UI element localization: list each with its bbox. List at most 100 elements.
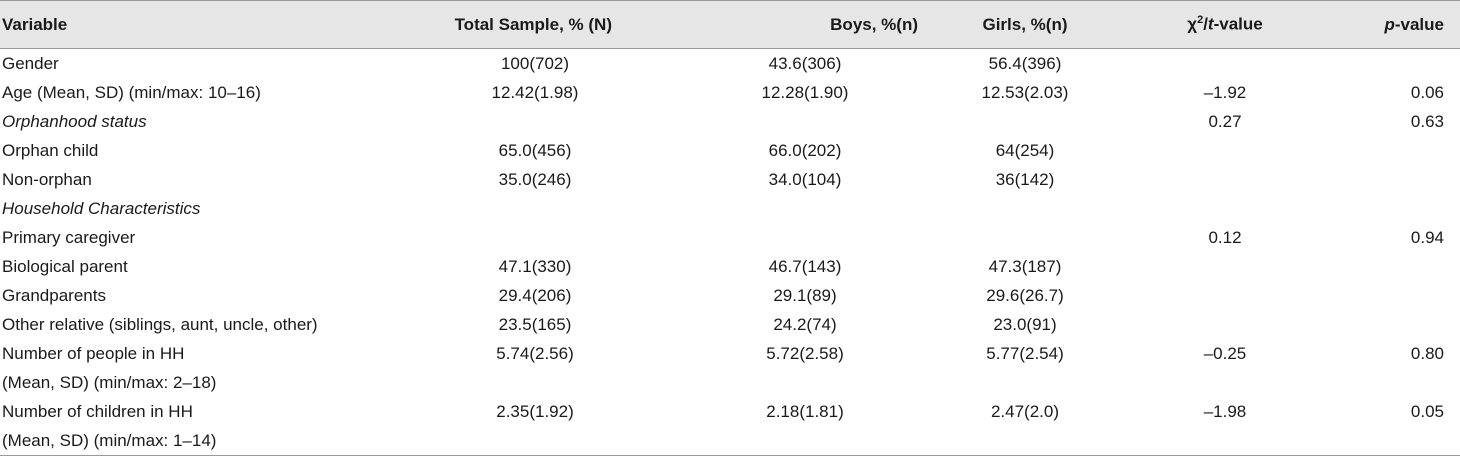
cell-girls [940, 107, 1110, 136]
row-label: Other relative (siblings, aunt, uncle, o… [2, 315, 318, 334]
header-p-value: p-value [1300, 0, 1460, 49]
cell-p [1300, 49, 1460, 79]
chi-slash: / [1203, 14, 1208, 34]
cell-girls [940, 194, 1110, 223]
header-chi-t-value: χ2/t-value [1110, 0, 1300, 49]
cell-boys [670, 107, 940, 136]
cell-total [400, 194, 670, 223]
header-total-sample: Total Sample, % (N) [400, 0, 670, 49]
cell-p [1300, 281, 1460, 310]
cell-chi: –1.92 [1203, 83, 1247, 102]
table-row: Number of people in HH (Mean, SD) (min/ma… [0, 339, 1460, 397]
row-label: Age (Mean, SD) (min/max: 10–16) [2, 83, 261, 102]
cell-chi [1110, 310, 1300, 339]
cell-boys: 12.28(1.90) [761, 83, 849, 102]
row-label: Non-orphan [2, 170, 92, 189]
header-girls: Girls, %(n) [940, 0, 1110, 49]
table-row: Other relative (siblings, aunt, uncle, o… [0, 310, 1460, 339]
row-label-line1: Number of people in HH [2, 344, 185, 363]
p-value-suffix: -value [1394, 14, 1444, 34]
cell-boys: 2.18(1.81) [670, 397, 940, 456]
cell-boys [670, 223, 940, 252]
table-row: Primary caregiver 0.12 0.94 [0, 223, 1460, 252]
table-row: Orphan child 65.0(456) 66.0(202) 64(254) [0, 136, 1460, 165]
cell-total: 47.1(330) [498, 257, 572, 276]
cell-chi [1110, 252, 1300, 281]
cell-p [1300, 165, 1460, 194]
cell-chi [1110, 194, 1300, 223]
row-label: Primary caregiver [2, 228, 136, 247]
cell-chi: 0.12 [1208, 228, 1242, 247]
cell-p [1300, 252, 1460, 281]
cell-chi [1110, 165, 1300, 194]
cell-total: 23.5(165) [498, 315, 572, 334]
cell-girls: 5.77(2.54) [986, 344, 1064, 363]
table-row: Grandparents 29.4(206) 29.1(89) 29.6(26.… [0, 281, 1460, 310]
table-row: Gender 100(702) 43.6(306) 56.4(396) [0, 49, 1460, 79]
cell-boys: 24.2(74) [773, 315, 837, 334]
cell-chi [1110, 281, 1300, 310]
cell-p: 0.63 [1410, 112, 1444, 131]
row-label-line2: (Mean, SD) (min/max: 2–18) [2, 373, 217, 392]
table-row: Household Characteristics [0, 194, 1460, 223]
cell-p: 0.80 [1410, 344, 1444, 363]
table-row: Age (Mean, SD) (min/max: 10–16) 12.42(1.… [0, 78, 1460, 107]
row-label-line1: Number of children in HH [2, 402, 193, 421]
cell-boys: 43.6(306) [768, 54, 842, 73]
cell-girls [940, 223, 1110, 252]
table-row: Biological parent 47.1(330) 46.7(143) 47… [0, 252, 1460, 281]
cell-total: 2.35(1.92) [400, 397, 670, 456]
cell-total [400, 223, 670, 252]
cell-chi [1110, 136, 1300, 165]
cell-p: 0.05 [1300, 397, 1460, 456]
section-label: Household Characteristics [2, 199, 201, 218]
row-label: Biological parent [2, 257, 128, 276]
header-boys: Boys, %(n) [670, 0, 940, 49]
cell-chi: –1.98 [1110, 397, 1300, 456]
cell-total: 65.0(456) [498, 141, 572, 160]
cell-total: 12.42(1.98) [491, 83, 579, 102]
row-label: Gender [2, 54, 59, 73]
cell-p [1300, 310, 1460, 339]
section-label: Orphanhood status [2, 112, 147, 131]
cell-total [400, 107, 670, 136]
cell-total: 5.74(2.56) [496, 344, 574, 363]
cell-girls: 56.4(396) [988, 54, 1062, 73]
cell-boys: 46.7(143) [768, 257, 842, 276]
row-label: Grandparents [2, 286, 106, 305]
row-label: Orphan child [2, 141, 99, 160]
row-label: Number of people in HH (Mean, SD) (min/ma… [0, 339, 400, 397]
cell-total: 100(702) [500, 54, 570, 73]
chi-value-suffix: -value [1213, 14, 1263, 34]
cell-chi [1110, 49, 1300, 79]
cell-boys: 29.1(89) [773, 286, 837, 305]
cell-p: 0.06 [1410, 83, 1444, 102]
row-label: Number of children in HH (Mean, SD) (min/… [0, 397, 400, 456]
cell-girls: 36(142) [995, 170, 1055, 189]
table-row: Number of children in HH (Mean, SD) (min/… [0, 397, 1460, 456]
cell-boys: 5.72(2.58) [766, 344, 844, 363]
cell-boys: 66.0(202) [768, 141, 842, 160]
cell-girls: 23.0(91) [993, 315, 1057, 334]
cell-chi: 0.27 [1208, 112, 1242, 131]
cell-boys: 34.0(104) [768, 170, 842, 189]
header-row: Variable Total Sample, % (N) Boys, %(n) … [0, 0, 1460, 49]
chi-superscript: 2 [1197, 14, 1204, 27]
t-symbol: t [1207, 14, 1214, 34]
cell-p: 0.94 [1410, 228, 1444, 247]
chi-symbol: χ [1187, 14, 1198, 34]
cell-girls: 2.47(2.0) [940, 397, 1110, 456]
cell-total: 35.0(246) [498, 170, 572, 189]
cell-girls: 64(254) [995, 141, 1055, 160]
table-row: Non-orphan 35.0(246) 34.0(104) 36(142) [0, 165, 1460, 194]
header-variable: Variable [0, 0, 400, 49]
table-row: Orphanhood status 0.27 0.63 [0, 107, 1460, 136]
cell-girls: 29.6(26.7) [986, 286, 1064, 305]
cell-girls: 12.53(2.03) [981, 83, 1069, 102]
cell-p [1300, 194, 1460, 223]
cell-boys [670, 194, 940, 223]
p-symbol: p [1384, 14, 1395, 34]
cell-chi: –0.25 [1203, 344, 1247, 363]
